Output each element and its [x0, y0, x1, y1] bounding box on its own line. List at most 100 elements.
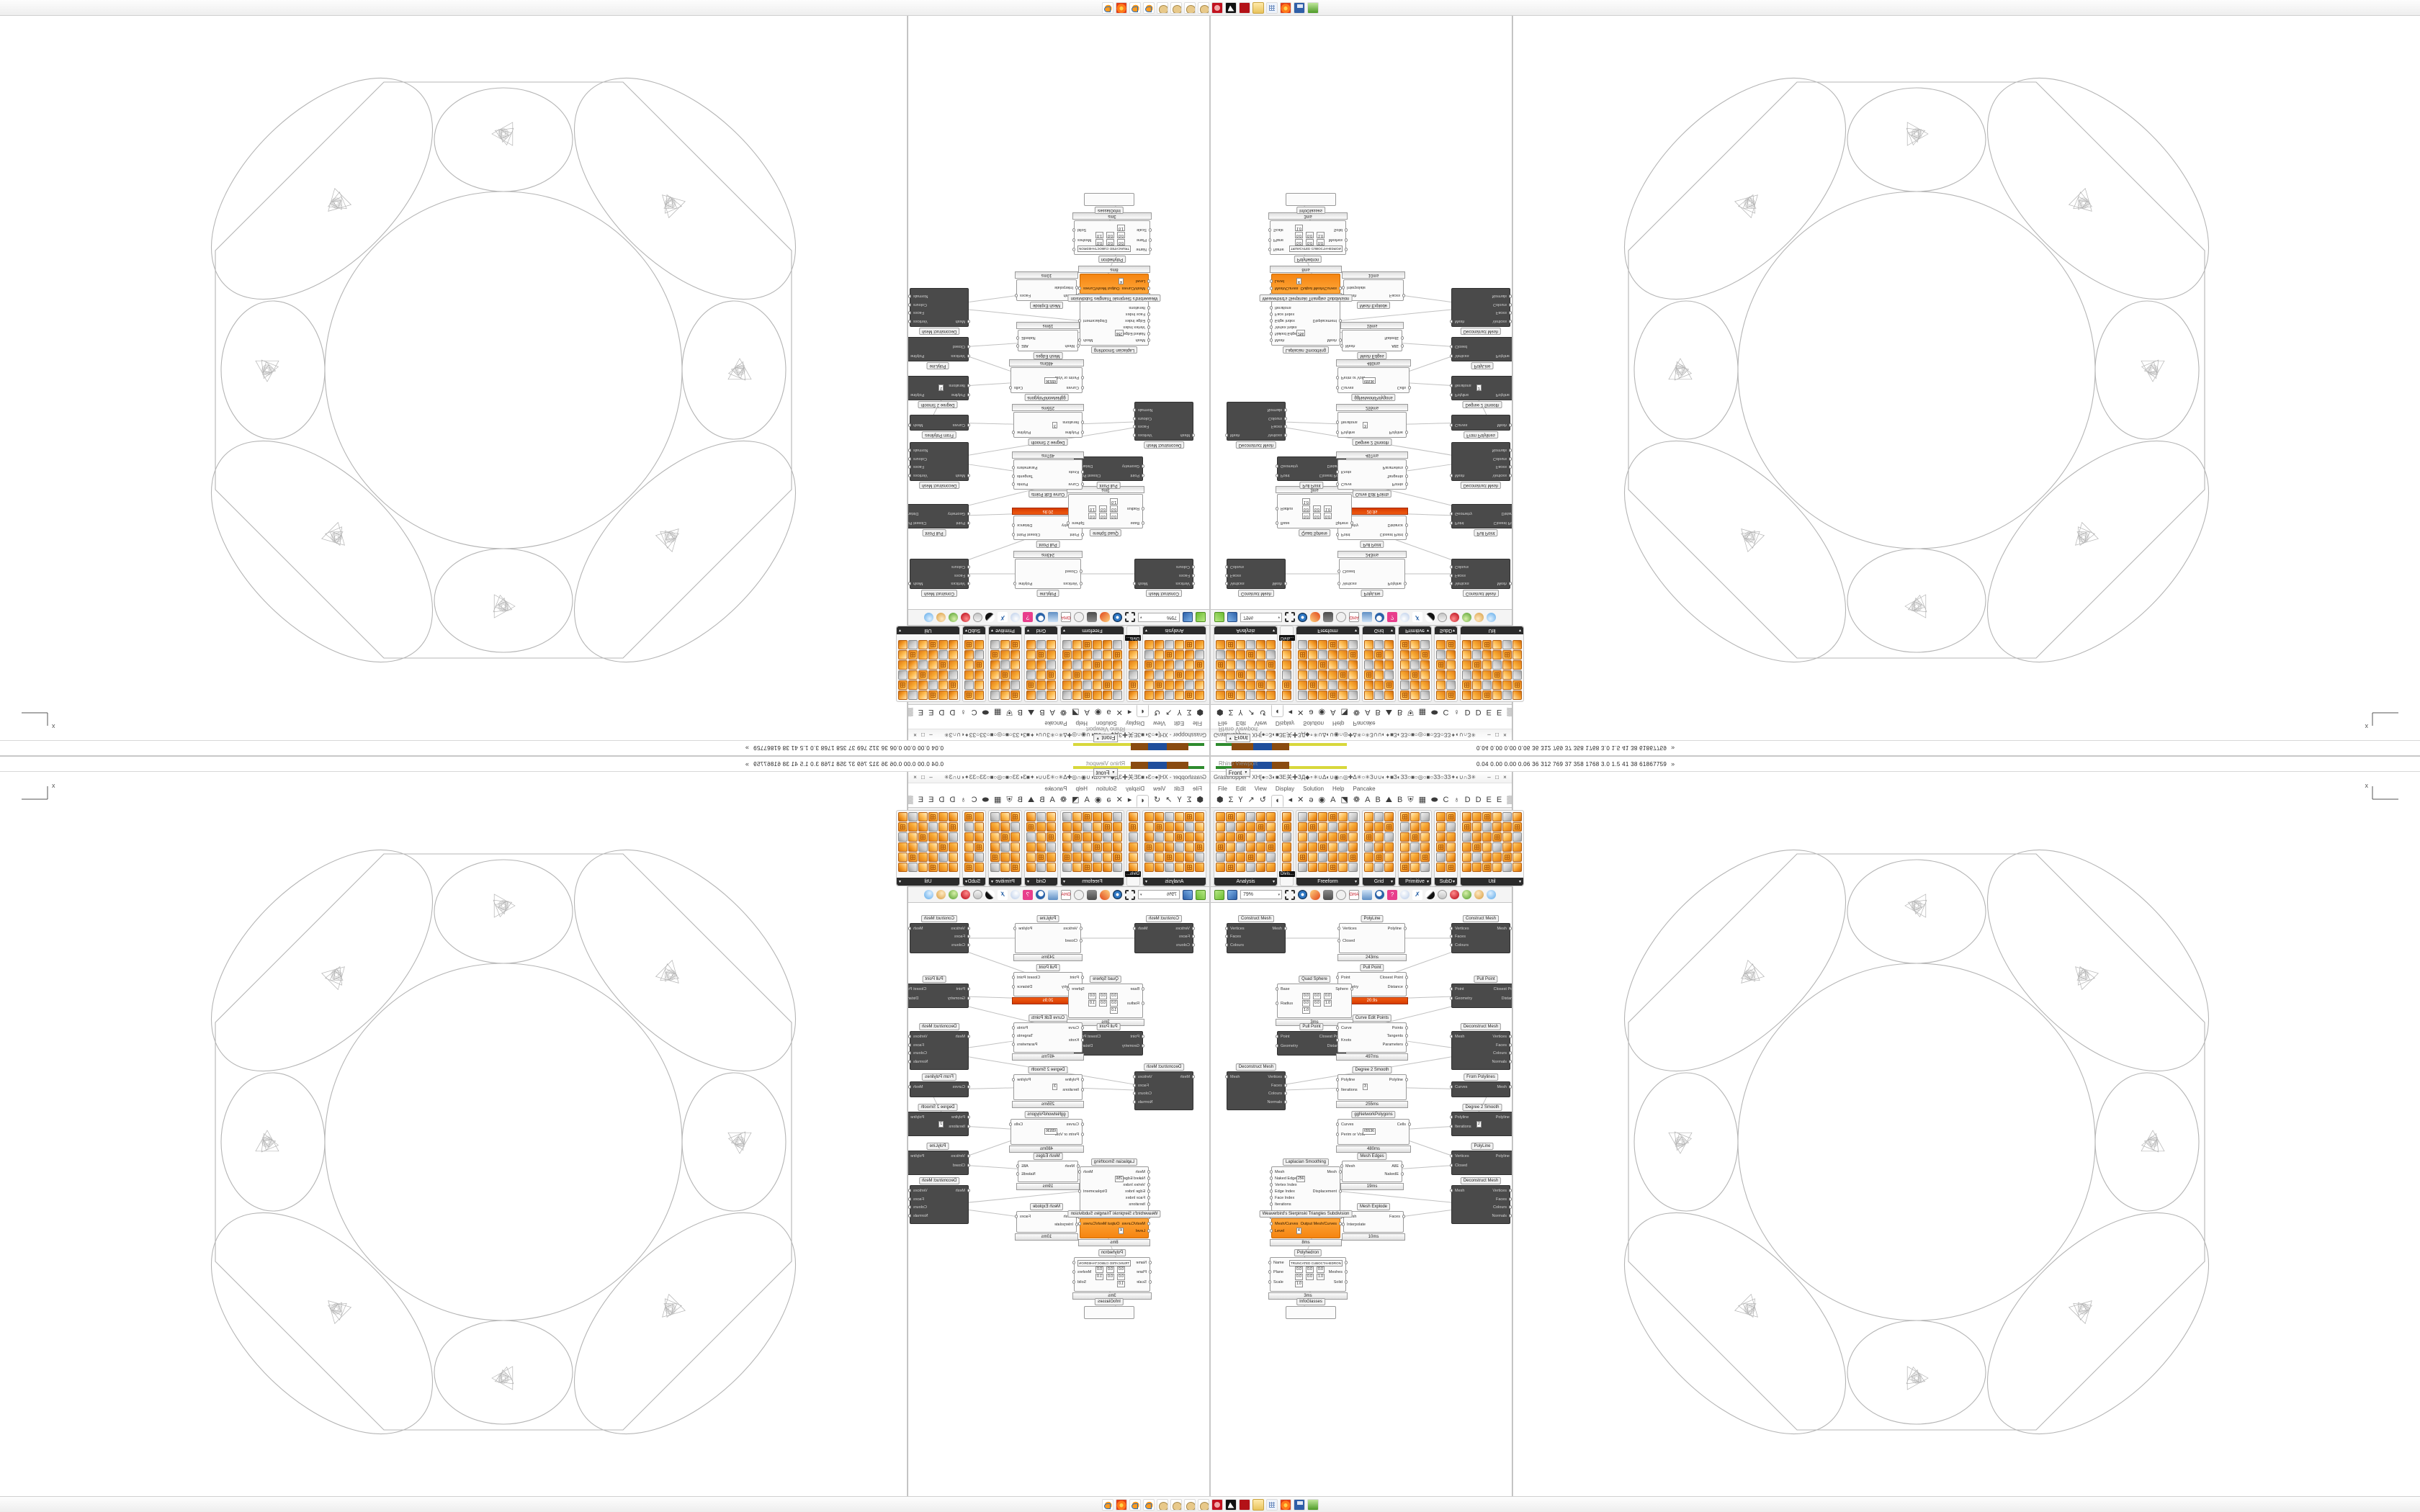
- component-icon[interactable]: [1492, 812, 1502, 822]
- component-icon[interactable]: [1155, 660, 1164, 670]
- output-pin-polyline[interactable]: Polyline: [1495, 1115, 1510, 1120]
- component-icon[interactable]: [1472, 863, 1482, 872]
- plugin-grid-tab[interactable]: ▦: [993, 708, 1002, 716]
- curve-tab[interactable]: ↺: [1259, 708, 1266, 716]
- component-icon[interactable]: [1062, 863, 1072, 872]
- component-icon[interactable]: [1420, 832, 1430, 842]
- component-icon[interactable]: [1410, 690, 1420, 700]
- component-icon[interactable]: [898, 852, 908, 862]
- bake-icon[interactable]: [1100, 889, 1110, 900]
- input-port[interactable]: [1270, 332, 1273, 336]
- curve-tab[interactable]: ↺: [1154, 796, 1161, 804]
- component-icon[interactable]: [1246, 660, 1255, 670]
- input-pin-faces[interactable]: Faces: [1455, 572, 1466, 577]
- component-body[interactable]: Mesh Vertices Faces Colours Normals: [1450, 1031, 1512, 1070]
- input-port[interactable]: [1450, 1035, 1453, 1038]
- component-icon[interactable]: [949, 680, 958, 690]
- input-port[interactable]: [1225, 942, 1228, 947]
- component-icon[interactable]: [908, 863, 918, 872]
- output-pin-output-mesh-curves[interactable]: Output Mesh/Curves: [1300, 1222, 1337, 1226]
- output-port[interactable]: [1405, 482, 1408, 486]
- chevron-down-icon[interactable]: ▾: [1272, 880, 1275, 884]
- component-icon[interactable]: [1338, 832, 1348, 842]
- input-pin-mesh[interactable]: Mesh: [1180, 433, 1190, 437]
- component-icon[interactable]: [1420, 863, 1430, 872]
- gh-component-laplacian-smoothing-1[interactable]: Laplacian Smoothing Mesh Naked Edges Vertex…: [1270, 293, 1342, 354]
- maths-tab[interactable]: Σ: [1228, 708, 1234, 716]
- output-pin-faces[interactable]: Faces: [1496, 1197, 1507, 1202]
- output-pin-output-mesh-curves[interactable]: Output Mesh/Curves: [1083, 1222, 1120, 1226]
- component-icon[interactable]: [1436, 680, 1446, 690]
- output-pin-tangents[interactable]: Tangents: [1386, 1034, 1403, 1039]
- component-icon[interactable]: [1144, 832, 1154, 842]
- fit-view-icon[interactable]: [1285, 612, 1295, 623]
- numeric-field[interactable]: 0.0: [1110, 1000, 1118, 1007]
- output-pin-faces[interactable]: Faces: [1496, 1043, 1507, 1048]
- component-icon[interactable]: [949, 690, 958, 700]
- input-port[interactable]: [1450, 565, 1453, 570]
- input-port[interactable]: [967, 927, 970, 930]
- component-icon[interactable]: [1195, 640, 1204, 649]
- gh-component-mesh-edges-1[interactable]: Mesh Edges Mesh AllE NakedE 19ms: [1016, 322, 1080, 359]
- output-pin-colours[interactable]: Colours: [1493, 1205, 1507, 1210]
- output-pin-faces[interactable]: Faces: [913, 1043, 924, 1048]
- component-body[interactable]: Mesh/Curves Level Output Mesh/Curves 4: [1270, 274, 1342, 294]
- component-icon[interactable]: [1195, 670, 1204, 680]
- component-icon[interactable]: [949, 822, 958, 832]
- component-icon[interactable]: [1047, 822, 1056, 832]
- component-body[interactable]: Mesh Vertices Faces Colours Normals: [1450, 442, 1512, 481]
- input-pin-geometry[interactable]: Geometry: [1121, 464, 1139, 468]
- component-icon[interactable]: [1129, 822, 1138, 832]
- numeric-field[interactable]: 1.0: [1295, 1281, 1303, 1287]
- component-icon[interactable]: [1420, 660, 1430, 670]
- palette-icon[interactable]: [1183, 1, 1196, 14]
- chevron-down-icon[interactable]: ▾: [1140, 892, 1142, 897]
- gh-component-deconstruct-mesh-1[interactable]: Deconstruct Mesh Mesh Vertices Faces Colours…: [1450, 442, 1512, 489]
- input-pin-polyline[interactable]: Polyline: [1065, 1078, 1079, 1082]
- component-icon[interactable]: [1103, 650, 1112, 660]
- gh-component-ggnetworkpolygons-1[interactable]: ggNetworkPolygons Curves Perim or Void Cell…: [1009, 1111, 1084, 1153]
- component-icon[interactable]: [898, 842, 908, 852]
- at-icon[interactable]: [1074, 889, 1084, 900]
- blender-icon[interactable]: [1142, 1, 1155, 14]
- component-icon[interactable]: [1338, 863, 1348, 872]
- view-name-dropdown[interactable]: ▼ Front: [1225, 734, 1251, 742]
- input-port[interactable]: [1225, 935, 1228, 939]
- component-icon[interactable]: [1462, 650, 1471, 660]
- component-icon[interactable]: [1282, 822, 1291, 832]
- component-icon[interactable]: [918, 863, 928, 872]
- output-pin-distance[interactable]: Distance: [1501, 511, 1512, 516]
- component-icon[interactable]: [1374, 670, 1384, 680]
- output-pin-mesh[interactable]: Mesh: [1327, 338, 1337, 342]
- input-pin-geometry[interactable]: Geometry: [1455, 996, 1473, 1001]
- output-pin-mesh[interactable]: Mesh: [913, 581, 923, 585]
- input-port[interactable]: [967, 942, 970, 947]
- firefox-icon[interactable]: [1279, 1, 1291, 14]
- green-blob-icon[interactable]: [1462, 890, 1471, 899]
- input-pin-naked-edges[interactable]: Naked Edges: [1121, 331, 1145, 336]
- output-port[interactable]: [1405, 1042, 1408, 1046]
- fit-view-icon[interactable]: [1125, 612, 1135, 623]
- input-port[interactable]: [1450, 474, 1453, 477]
- component-icon[interactable]: [1338, 680, 1348, 690]
- component-icon[interactable]: [974, 650, 984, 660]
- component-icon[interactable]: [1410, 822, 1420, 832]
- gh-component-polyline-2[interactable]: PolyLine Vertices Closed Polyline: [1450, 337, 1512, 369]
- component-icon[interactable]: [1047, 670, 1056, 680]
- output-port[interactable]: [1509, 1205, 1512, 1209]
- component-icon[interactable]: [1216, 690, 1225, 700]
- search-icon[interactable]: [1375, 890, 1384, 899]
- component-icon[interactable]: [1226, 852, 1235, 862]
- component-icon[interactable]: [1047, 660, 1056, 670]
- plugin-cloud-tab[interactable]: ❁: [1353, 708, 1361, 716]
- output-port[interactable]: [1013, 927, 1016, 930]
- component-icon[interactable]: [1318, 680, 1327, 690]
- component-icon[interactable]: [1328, 812, 1337, 822]
- input-port[interactable]: [1270, 1189, 1273, 1193]
- component-icon[interactable]: [1308, 690, 1317, 700]
- component-icon[interactable]: [1410, 650, 1420, 660]
- component-icon[interactable]: [1472, 842, 1482, 852]
- search-icon[interactable]: [1036, 613, 1045, 622]
- input-port[interactable]: [1081, 1078, 1084, 1081]
